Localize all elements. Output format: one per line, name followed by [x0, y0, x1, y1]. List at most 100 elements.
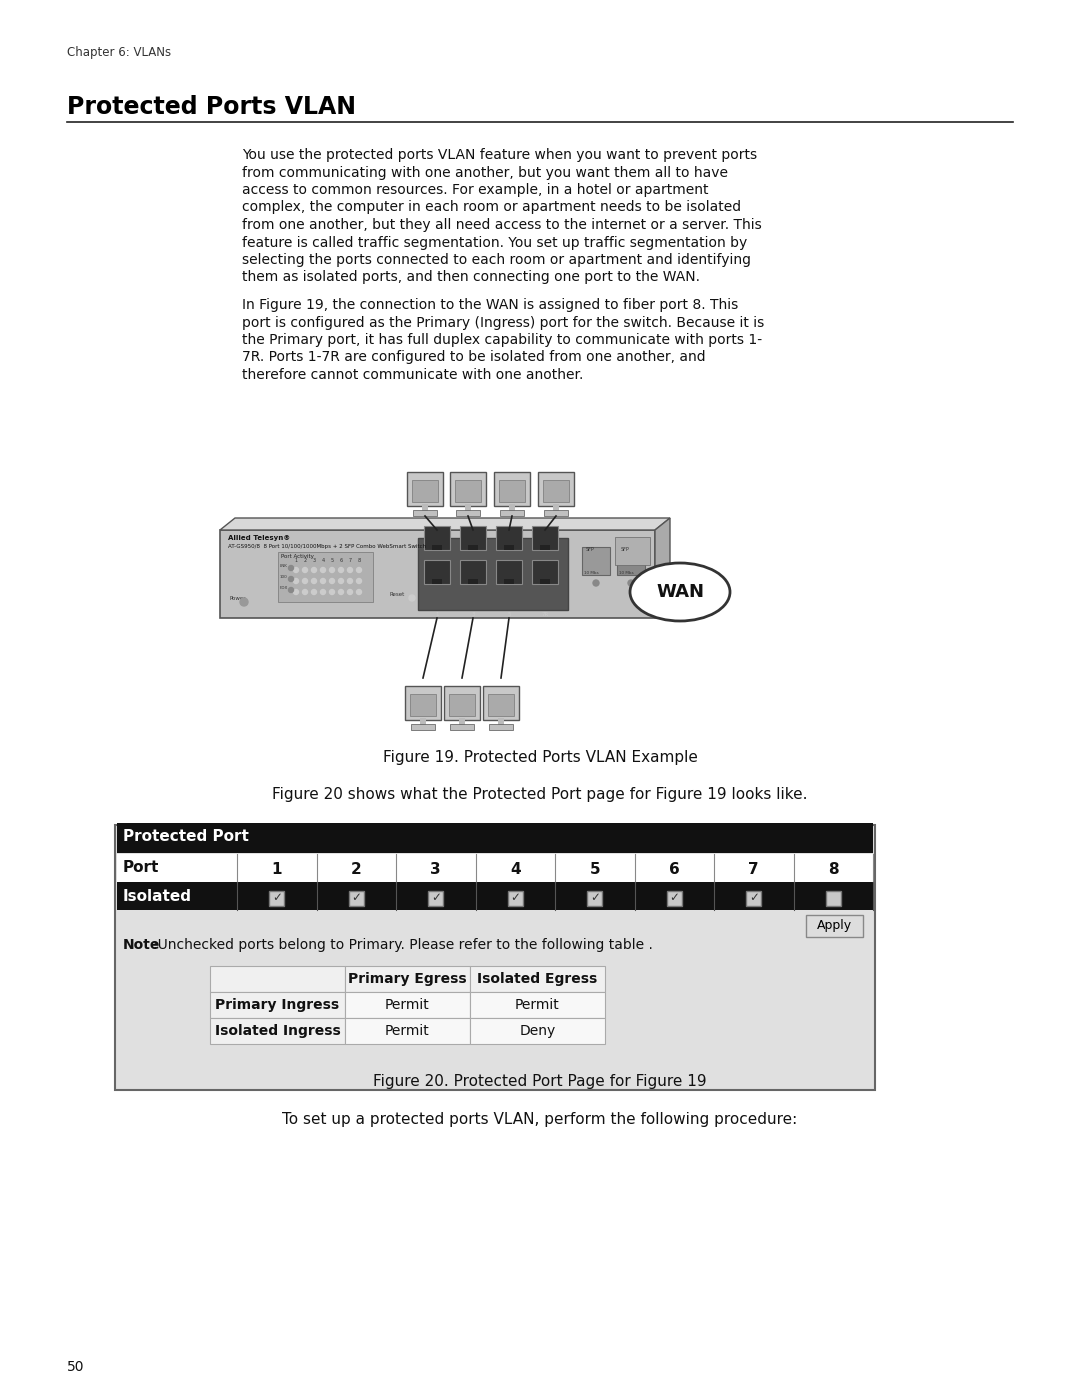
Circle shape	[311, 567, 316, 573]
Bar	[407, 472, 443, 506]
Text: Isolated Ingress: Isolated Ingress	[215, 1024, 340, 1038]
Bar	[460, 560, 486, 584]
Text: them as isolated ports, and then connecting one port to the WAN.: them as isolated ports, and then connect…	[242, 271, 700, 285]
Bar	[411, 481, 438, 502]
Circle shape	[321, 567, 325, 573]
Circle shape	[356, 567, 362, 573]
Text: LNK: LNK	[280, 564, 288, 569]
Bar	[509, 504, 515, 511]
Circle shape	[240, 598, 248, 606]
Text: 7: 7	[349, 557, 352, 563]
Text: 5: 5	[330, 557, 334, 563]
Bar	[459, 718, 465, 726]
Bar	[424, 527, 450, 550]
Bar	[470, 992, 605, 1018]
Text: 1: 1	[435, 612, 438, 617]
Text: 3: 3	[312, 557, 315, 563]
Circle shape	[329, 590, 335, 595]
Circle shape	[356, 590, 362, 595]
Text: FDX: FDX	[280, 585, 288, 590]
Text: Note: Note	[123, 937, 160, 951]
Circle shape	[294, 590, 298, 595]
Bar	[470, 1018, 605, 1044]
Bar	[826, 890, 840, 905]
Bar	[460, 527, 486, 550]
Bar	[210, 992, 345, 1018]
Bar	[114, 826, 875, 1090]
Bar	[450, 472, 486, 506]
Circle shape	[321, 578, 325, 584]
Text: 8: 8	[357, 557, 361, 563]
Circle shape	[329, 578, 335, 584]
Polygon shape	[220, 518, 670, 529]
Circle shape	[338, 578, 343, 584]
Text: Permit: Permit	[386, 997, 430, 1011]
Text: Apply: Apply	[816, 919, 851, 933]
Circle shape	[321, 590, 325, 595]
Text: In Figure 19, the connection to the WAN is assigned to fiber port 8. This: In Figure 19, the connection to the WAN …	[242, 298, 739, 312]
Bar	[269, 890, 284, 905]
Bar	[465, 504, 471, 511]
Bar	[449, 694, 475, 717]
Text: Primary Egress: Primary Egress	[348, 972, 467, 986]
Bar	[345, 965, 470, 992]
Text: the Primary port, it has full duplex capability to communicate with ports 1-: the Primary port, it has full duplex cap…	[242, 332, 762, 346]
Circle shape	[311, 578, 316, 584]
Circle shape	[348, 567, 352, 573]
Bar	[504, 545, 514, 550]
Ellipse shape	[630, 563, 730, 622]
Text: AT-GS950/8  8 Port 10/100/1000Mbps + 2 SFP Combo WebSmart Switch: AT-GS950/8 8 Port 10/100/1000Mbps + 2 SF…	[228, 543, 427, 549]
Bar	[345, 1018, 470, 1044]
Circle shape	[627, 580, 634, 585]
Text: 1: 1	[271, 862, 282, 877]
Bar	[746, 890, 761, 905]
Bar	[210, 965, 345, 992]
Circle shape	[288, 588, 294, 592]
Text: Port Activity: Port Activity	[281, 555, 314, 559]
Text: To set up a protected ports VLAN, perform the following procedure:: To set up a protected ports VLAN, perfor…	[282, 1112, 798, 1127]
Text: selecting the ports connected to each room or apartment and identifying: selecting the ports connected to each ro…	[242, 253, 751, 267]
Text: Power: Power	[230, 597, 246, 601]
Polygon shape	[654, 518, 670, 617]
Bar	[468, 578, 478, 584]
Text: feature is called traffic segmentation. You set up traffic segmentation by: feature is called traffic segmentation. …	[242, 236, 747, 250]
Text: Port: Port	[123, 861, 160, 875]
Text: from one another, but they all need access to the internet or a server. This: from one another, but they all need acce…	[242, 218, 761, 232]
Bar	[483, 686, 519, 719]
Text: Isolated: Isolated	[123, 888, 192, 904]
Text: Deny: Deny	[519, 1024, 555, 1038]
Text: Figure 20. Protected Port Page for Figure 19: Figure 20. Protected Port Page for Figur…	[374, 1074, 706, 1090]
Bar	[410, 694, 436, 717]
Text: access to common resources. For example, in a hotel or apartment: access to common resources. For example,…	[242, 183, 708, 197]
Text: 8: 8	[828, 862, 838, 877]
Bar	[553, 504, 559, 511]
Text: Chapter 6: VLANs: Chapter 6: VLANs	[67, 46, 171, 59]
Bar	[540, 578, 550, 584]
Bar	[666, 890, 681, 905]
Circle shape	[294, 567, 298, 573]
Text: SFP: SFP	[586, 548, 595, 552]
Circle shape	[294, 578, 298, 584]
Bar	[543, 481, 569, 502]
Text: Primary Ingress: Primary Ingress	[215, 997, 339, 1011]
Bar	[420, 718, 426, 726]
Bar	[456, 510, 480, 515]
Bar	[117, 882, 873, 909]
Circle shape	[302, 590, 308, 595]
Bar	[429, 890, 443, 905]
Text: ✓: ✓	[351, 891, 361, 904]
Bar	[450, 724, 474, 731]
Bar	[432, 578, 442, 584]
Circle shape	[311, 590, 316, 595]
Text: Figure 20 shows what the Protected Port page for Figure 19 looks like.: Figure 20 shows what the Protected Port …	[272, 787, 808, 802]
Circle shape	[348, 590, 352, 595]
Circle shape	[338, 590, 343, 595]
Text: 6: 6	[669, 862, 679, 877]
Text: 5: 5	[508, 612, 511, 617]
Text: Permit: Permit	[515, 997, 559, 1011]
Bar	[588, 890, 603, 905]
Circle shape	[409, 595, 415, 601]
Text: Figure 19. Protected Ports VLAN Example: Figure 19. Protected Ports VLAN Example	[382, 750, 698, 766]
Circle shape	[593, 580, 599, 585]
Text: ✓: ✓	[431, 891, 441, 904]
